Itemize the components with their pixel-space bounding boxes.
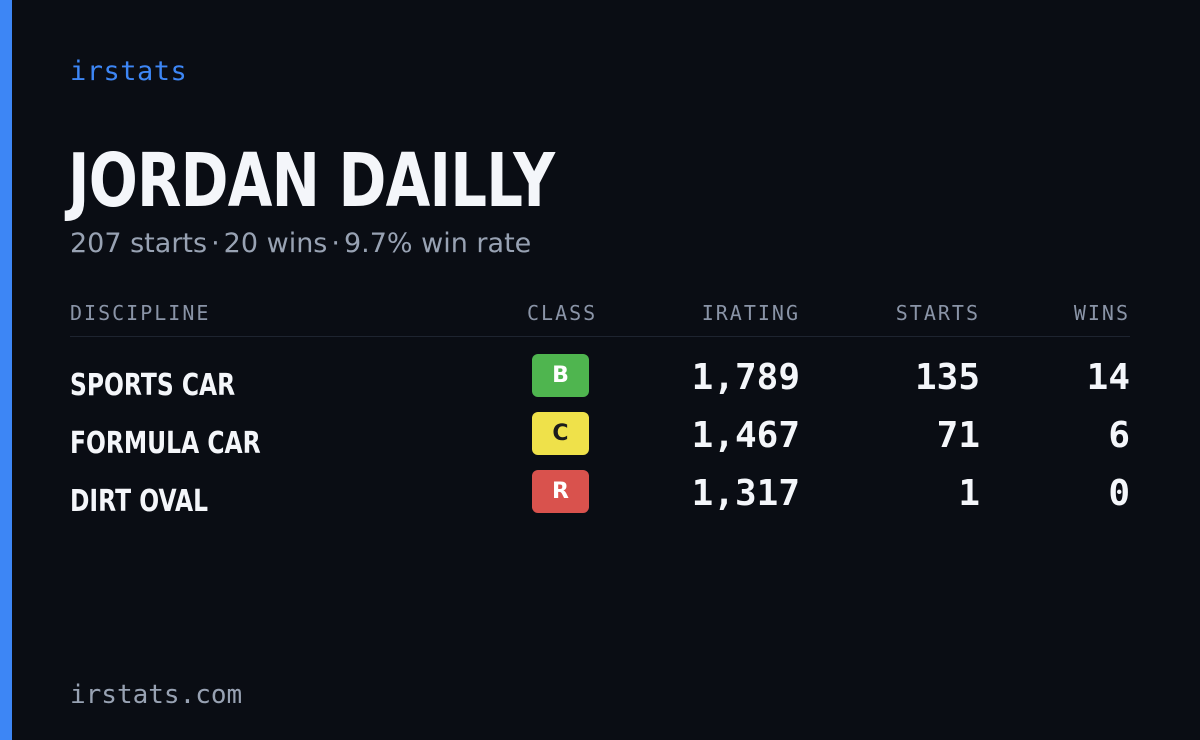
starts-value: 1 [958,473,980,514]
discipline-name: SPORTS CAR [70,368,236,403]
starts-value: 135 [914,357,980,398]
header-wins: WINS [1073,301,1130,325]
summary-separator: · [331,228,340,259]
header-irating: IRATING [701,301,800,325]
class-badge: C [532,412,589,455]
class-badge: R [532,470,589,513]
summary-separator: · [211,228,220,259]
starts-value: 71 [936,415,980,456]
footer-url[interactable]: irstats.com [70,680,243,710]
discipline-name: FORMULA CAR [70,426,261,461]
brand-logo[interactable]: irstats [70,56,188,87]
irating-value: 1,467 [691,415,800,456]
accent-bar [0,0,12,740]
irating-value: 1,317 [691,473,800,514]
header-divider [70,336,1130,337]
class-badge: B [532,354,589,397]
wins-value: 14 [1086,357,1130,398]
irating-value: 1,789 [691,357,800,398]
win-rate-summary: 9.7% win rate [343,228,532,259]
wins-value: 6 [1108,415,1130,456]
table-row: DIRT OVAL R 1,317 1 0 [0,470,1200,528]
starts-summary: 207 starts [70,228,208,259]
header-starts: STARTS [895,301,980,325]
player-name: JORDAN DAILLY [68,138,555,224]
header-discipline: DISCIPLINE [70,301,211,325]
table-row: SPORTS CAR B 1,789 135 14 [0,354,1200,412]
wins-value: 0 [1108,473,1130,514]
player-summary: 207 starts · 20 wins · 9.7% win rate [70,228,531,259]
wins-summary: 20 wins [223,228,328,259]
discipline-name: DIRT OVAL [70,484,209,519]
header-class: CLASS [527,301,598,325]
table-row: FORMULA CAR C 1,467 71 6 [0,412,1200,470]
